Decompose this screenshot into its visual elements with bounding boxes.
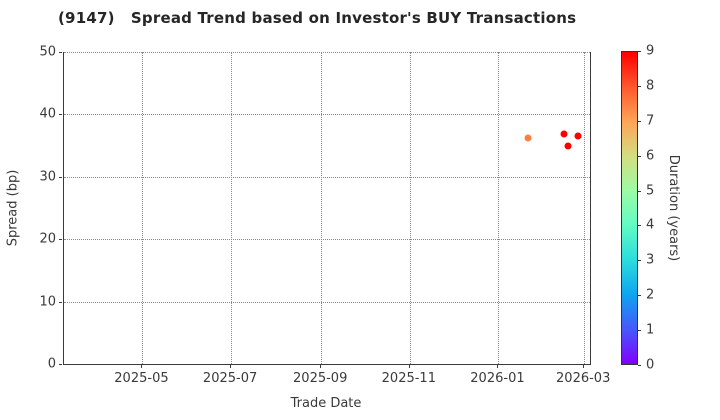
plot-area <box>63 52 591 365</box>
y-tick-label: 20 <box>39 231 56 247</box>
y-tick-mark <box>59 52 62 53</box>
gridline-x <box>142 52 144 364</box>
y-tick-mark <box>59 176 62 178</box>
x-tick-label: 2025-05 <box>114 371 169 386</box>
x-tick-mark <box>408 365 410 368</box>
colorbar-tick-label: 2 <box>646 287 655 303</box>
gridline-y <box>64 301 590 303</box>
gridline-top <box>64 52 590 53</box>
x-tick-label: 2025-09 <box>293 371 348 386</box>
y-tick-mark <box>59 239 62 241</box>
gridline-x <box>498 52 500 364</box>
colorbar-tick-label: 3 <box>646 252 655 268</box>
x-tick-label: 2025-07 <box>202 371 258 386</box>
x-tick-mark <box>230 365 232 368</box>
y-tick-label: 40 <box>39 106 56 122</box>
colorbar-tick-label: 4 <box>646 217 655 233</box>
x-tick-label: 2026-01 <box>470 371 525 386</box>
data-point <box>564 142 572 150</box>
colorbar-tick-mark <box>638 190 641 192</box>
x-tick-mark <box>141 365 143 368</box>
colorbar-tick-mark <box>638 155 641 157</box>
colorbar-tick-mark <box>638 295 641 297</box>
colorbar <box>621 51 638 365</box>
y-tick-label: 30 <box>39 169 56 185</box>
colorbar-tick-label: 0 <box>646 357 655 373</box>
colorbar-tick-mark <box>638 225 641 227</box>
y-tick-mark <box>59 364 62 365</box>
data-point <box>524 134 532 142</box>
colorbar-tick-label: 9 <box>646 43 655 59</box>
colorbar-tick-mark <box>638 120 641 122</box>
x-tick-label: 2025-11 <box>381 371 436 386</box>
gridline-y <box>64 239 590 241</box>
x-axis-label: Trade Date <box>290 396 362 411</box>
colorbar-tick-label: 6 <box>646 148 655 164</box>
colorbar-tick-mark <box>638 260 641 262</box>
y-tick-mark <box>59 301 62 303</box>
colorbar-tick-label: 8 <box>646 78 655 94</box>
x-tick-label: 2026-03 <box>556 371 611 386</box>
chart-title: (9147) Spread Trend based on Investor's … <box>58 9 577 27</box>
gridline-x <box>409 52 411 364</box>
colorbar-tick-mark <box>638 365 641 366</box>
colorbar-label: Duration (years) <box>666 154 681 262</box>
y-tick-label: 50 <box>39 44 56 60</box>
x-tick-mark <box>497 365 499 368</box>
gridline-x <box>231 52 233 364</box>
colorbar-tick-label: 1 <box>646 322 655 338</box>
x-tick-mark <box>583 365 585 368</box>
gridline-y <box>64 176 590 178</box>
colorbar-tick-mark <box>638 85 641 87</box>
y-tick-label: 10 <box>39 294 56 310</box>
colorbar-tick-label: 5 <box>646 183 655 199</box>
x-tick-mark <box>320 365 322 368</box>
y-axis-label: Spread (bp) <box>5 169 21 247</box>
data-point <box>560 130 568 138</box>
data-point <box>574 132 582 140</box>
colorbar-tick-label: 7 <box>646 113 655 129</box>
gridline-x <box>584 52 586 364</box>
y-tick-mark <box>59 114 62 116</box>
gridline-y <box>64 114 590 116</box>
colorbar-tick-mark <box>638 330 641 332</box>
gridline-x <box>321 52 323 364</box>
colorbar-tick-mark <box>638 51 641 52</box>
y-tick-label: 0 <box>47 356 56 372</box>
